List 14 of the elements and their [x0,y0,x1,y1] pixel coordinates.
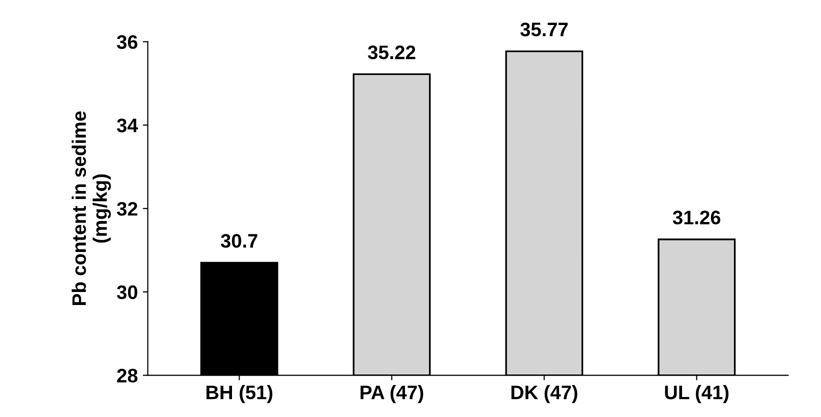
x-tick-label: PA (47) [360,385,424,404]
data-label: 35.22 [368,46,416,60]
x-tick-label: DK (47) [511,385,578,404]
y-tick-label: 32 [116,202,138,216]
x-tick-label: UL (41) [665,385,728,404]
x-tick-label: BH (51) [206,385,272,404]
y-tick-label: 28 [117,368,138,383]
data-label: 35.77 [520,22,568,36]
data-label: 30.7 [220,234,258,248]
y-tick-label: 34 [116,118,138,132]
data-label: 31.26 [672,210,720,224]
y-tick-label: 36 [116,35,138,49]
y-axis-title: Pb content in sedime (mg/kg) [72,111,111,305]
y-tick-label: 30 [116,285,138,300]
